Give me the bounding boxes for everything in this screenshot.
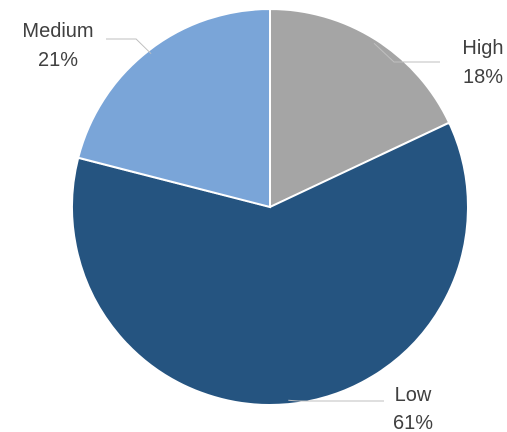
label-low-percent: 61% xyxy=(393,412,433,432)
label-medium-category: Medium xyxy=(22,20,93,42)
pie-slice-low xyxy=(71,121,469,406)
leader-line-medium xyxy=(106,38,152,55)
pie-slices xyxy=(71,7,469,406)
leader-line-high xyxy=(373,42,440,63)
pie-slice-medium xyxy=(77,7,271,209)
label-low-category: Low xyxy=(395,384,432,406)
label-medium-percent: 21% xyxy=(38,49,78,71)
pie-slice-high xyxy=(269,7,451,209)
leader-line-low xyxy=(288,399,384,402)
label-high-percent: 18% xyxy=(463,66,503,88)
label-high-category: High xyxy=(462,37,503,59)
leader-lines xyxy=(106,38,440,402)
